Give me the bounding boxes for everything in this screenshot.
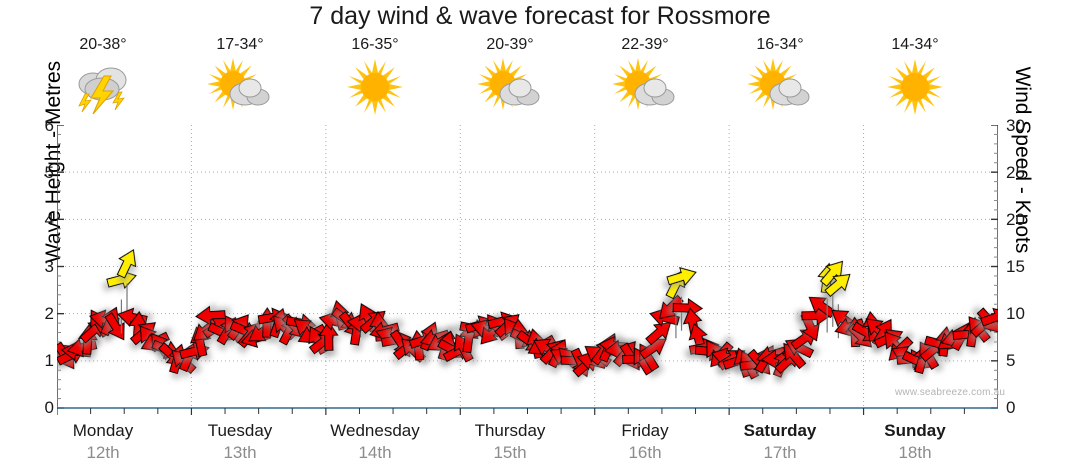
sun-behind-cloud-icon [713, 58, 847, 116]
y-tick-left-2: 2 [44, 304, 54, 323]
y-tick-left-0: 0 [44, 398, 54, 417]
wind-arrow-plot [57, 125, 998, 415]
x-label-day-3: Thursday 15th [443, 420, 577, 464]
sun-behind-cloud-icon [443, 58, 577, 116]
x-label-day-0: Monday 12th [36, 420, 170, 464]
sun-icon [848, 58, 982, 116]
y-tick-right-10: 10 [1006, 304, 1025, 323]
sun-behind-cloud-icon [578, 58, 712, 116]
day-name: Friday [621, 421, 669, 440]
y-tick-right-30: 30 [1006, 116, 1025, 135]
temperature-range: 16-35° [351, 36, 399, 53]
temperature-range: 20-38° [79, 36, 127, 53]
temperature-range: 17-34° [216, 36, 264, 53]
x-label-day-4: Friday 16th [578, 420, 712, 464]
day-name: Wednesday [330, 421, 420, 440]
temperature-range: 22-39° [621, 36, 669, 53]
day-date: 16th [628, 443, 662, 462]
day-date: 13th [223, 443, 257, 462]
y-tick-left-1: 1 [44, 351, 54, 370]
x-label-day-1: Tuesday 13th [173, 420, 307, 464]
y-tick-left-3: 3 [44, 257, 54, 276]
day-header-1: 17-34° [173, 36, 307, 116]
temperature-range: 14-34° [891, 36, 939, 53]
y-tick-right-5: 5 [1006, 351, 1016, 370]
temperature-range: 16-34° [756, 36, 804, 53]
sun-icon [308, 58, 442, 116]
y-tick-right-20: 20 [1006, 210, 1025, 229]
day-header-3: 20-39° [443, 36, 577, 116]
y-tick-left-5: 5 [44, 163, 54, 182]
day-header-6: 14-34° [848, 36, 982, 116]
y-tick-right-15: 15 [1006, 257, 1025, 276]
temperature-range: 20-39° [486, 36, 534, 53]
day-date: 12th [86, 443, 120, 462]
day-header-5: 16-34° [713, 36, 847, 116]
chart-plot-area [57, 125, 998, 415]
day-date: 17th [763, 443, 797, 462]
thunderstorm-icon [36, 58, 170, 116]
day-name: Tuesday [207, 421, 273, 440]
day-header-2: 16-35° [308, 36, 442, 116]
y-tick-right-0: 0 [1006, 398, 1016, 417]
day-header-0: 20-38° [36, 36, 170, 116]
day-name: Sunday [884, 421, 946, 440]
day-date: 15th [493, 443, 527, 462]
day-name: Monday [72, 421, 134, 440]
day-header-4: 22-39° [578, 36, 712, 116]
x-label-day-2: Wednesday 14th [308, 420, 442, 464]
day-name: Saturday [743, 421, 817, 440]
page-title: 7 day wind & wave forecast for Rossmore [309, 2, 771, 30]
x-label-day-5: Saturday 17th [713, 420, 847, 464]
day-date: 14th [358, 443, 392, 462]
y-tick-left-4: 4 [44, 210, 54, 229]
sun-behind-cloud-icon [173, 58, 307, 116]
watermark: www.seabreeze.com.au [895, 387, 1006, 398]
day-date: 18th [898, 443, 932, 462]
day-name: Thursday [474, 421, 546, 440]
x-label-day-6: Sunday 18th [848, 420, 982, 464]
y-tick-left-6: 6 [44, 116, 54, 135]
y-tick-right-25: 25 [1006, 163, 1025, 182]
